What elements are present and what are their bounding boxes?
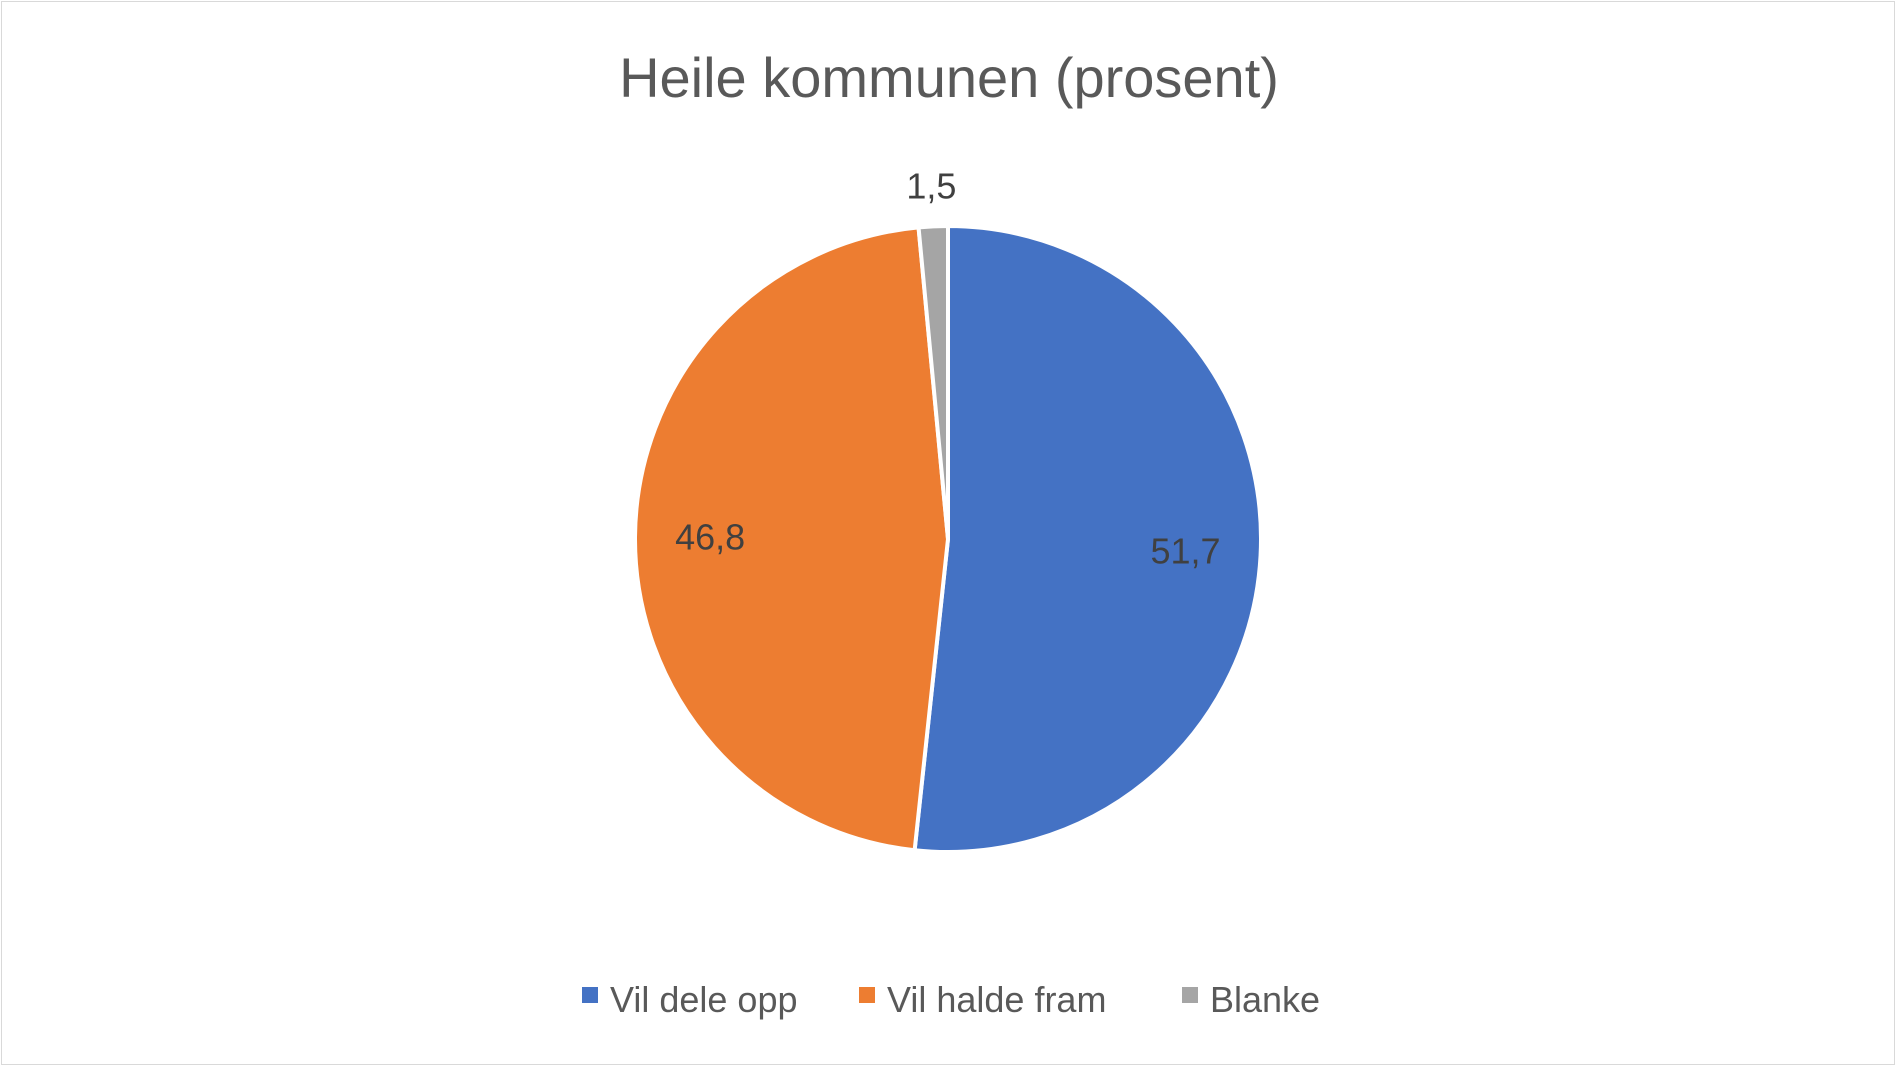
pie-slice-vil-halde-fram bbox=[633, 225, 950, 853]
data-label-vil-dele-opp: 51,7 bbox=[1151, 531, 1221, 572]
legend-swatch-blanke bbox=[1182, 987, 1198, 1003]
pie-slices bbox=[633, 224, 1263, 854]
legend-label-vil-halde-fram: Vil halde fram bbox=[887, 979, 1106, 1020]
chart-title: Heile kommunen (prosent) bbox=[619, 46, 1279, 109]
legend-label-vil-dele-opp: Vil dele opp bbox=[610, 979, 798, 1020]
data-label-vil-halde-fram: 46,8 bbox=[675, 517, 745, 558]
legend-swatch-vil-dele-opp bbox=[582, 987, 598, 1003]
data-label-blanke: 1,5 bbox=[906, 165, 956, 206]
pie-slice-vil-dele-opp bbox=[912, 224, 1263, 854]
legend-swatch-vil-halde-fram bbox=[859, 987, 875, 1003]
legend: Vil dele opp Vil halde fram Blanke bbox=[582, 979, 1320, 1020]
pie-slice-blanke bbox=[916, 224, 950, 541]
legend-label-blanke: Blanke bbox=[1210, 979, 1320, 1020]
pie-data-labels: 51,7 46,8 1,5 bbox=[675, 165, 1220, 571]
